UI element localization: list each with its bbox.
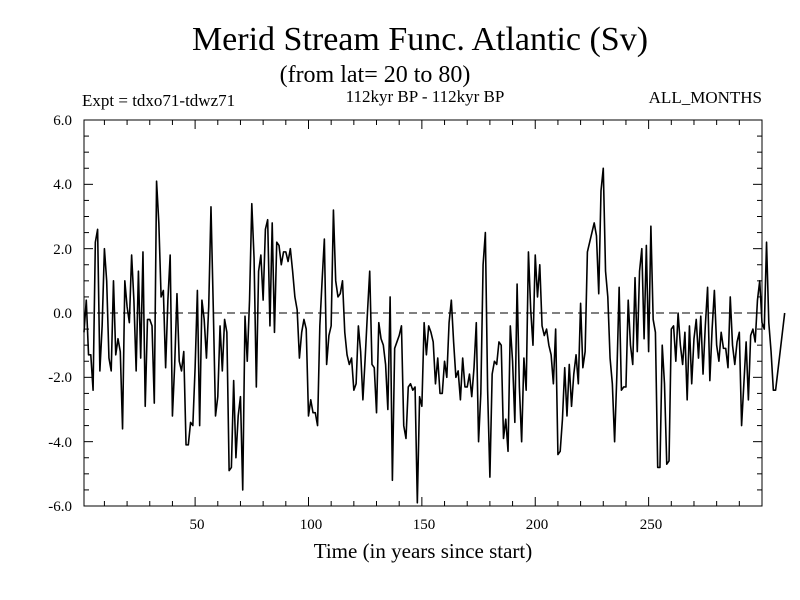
x-tick-label: 250 (640, 517, 663, 533)
chart-subtitle: (from lat= 20 to 80) (280, 62, 471, 88)
series-line (83, 167, 786, 504)
chart-title: Merid Stream Func. Atlantic (Sv) (192, 21, 648, 58)
y-tick-label: 2.0 (53, 242, 72, 258)
x-axis-label: Time (in years since start) (314, 539, 533, 563)
months-label: ALL_MONTHS (649, 88, 762, 107)
experiment-label: Expt = tdxo71-tdwz71 (82, 91, 235, 110)
y-tick-label: -6.0 (48, 499, 72, 515)
x-tick-label: 150 (413, 517, 436, 533)
y-tick-label: -4.0 (48, 435, 72, 451)
y-tick-label: -2.0 (48, 370, 72, 386)
x-axis: 50 100 150 200 250 (190, 517, 663, 533)
x-tick-label: 50 (190, 517, 205, 533)
y-tick-label: 6.0 (53, 113, 72, 129)
y-tick-label: 4.0 (53, 177, 72, 193)
x-tick-label: 100 (300, 517, 323, 533)
x-tick-label: 200 (526, 517, 549, 533)
y-tick-label: 0.0 (53, 306, 72, 322)
period-label: 112kyr BP - 112kyr BP (346, 87, 505, 106)
y-axis: 6.0 4.0 2.0 0.0 -2.0 -4.0 -6.0 (48, 113, 72, 515)
